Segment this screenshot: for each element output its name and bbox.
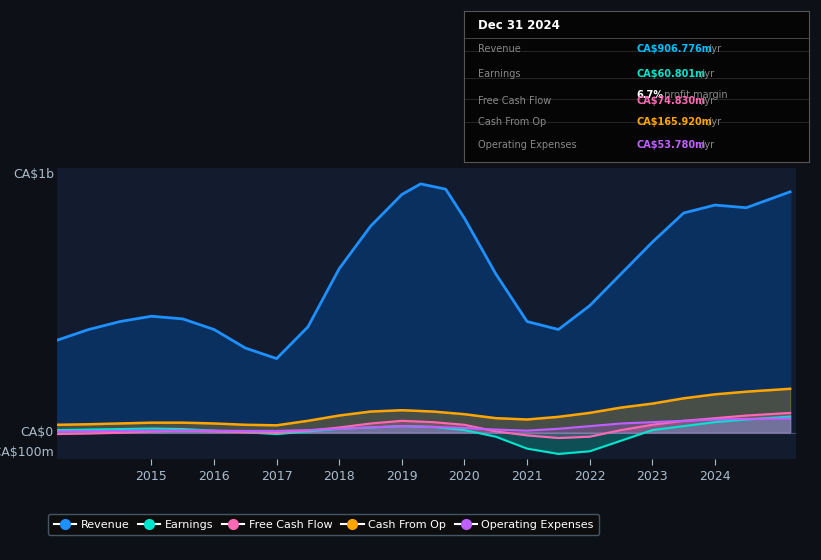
- Text: /yr: /yr: [699, 69, 714, 78]
- Text: Earnings: Earnings: [478, 69, 521, 78]
- Text: /yr: /yr: [704, 44, 721, 54]
- Text: 6.7%: 6.7%: [636, 90, 663, 100]
- Text: /yr: /yr: [704, 117, 721, 127]
- Text: CA$165.920m: CA$165.920m: [636, 117, 712, 127]
- Text: /yr: /yr: [699, 96, 714, 106]
- Text: Cash From Op: Cash From Op: [478, 117, 546, 127]
- Text: Free Cash Flow: Free Cash Flow: [478, 96, 551, 106]
- Text: /yr: /yr: [699, 140, 714, 150]
- Text: CA$0: CA$0: [21, 426, 54, 439]
- Text: Operating Expenses: Operating Expenses: [478, 140, 576, 150]
- Text: profit margin: profit margin: [661, 90, 727, 100]
- Text: CA$53.780m: CA$53.780m: [636, 140, 705, 150]
- Text: Revenue: Revenue: [478, 44, 521, 54]
- Legend: Revenue, Earnings, Free Cash Flow, Cash From Op, Operating Expenses: Revenue, Earnings, Free Cash Flow, Cash …: [48, 514, 599, 535]
- Text: CA$74.830m: CA$74.830m: [636, 96, 705, 106]
- Text: Dec 31 2024: Dec 31 2024: [478, 18, 560, 32]
- Text: CA$906.776m: CA$906.776m: [636, 44, 712, 54]
- Text: CA$60.801m: CA$60.801m: [636, 69, 705, 78]
- Text: -CA$100m: -CA$100m: [0, 446, 54, 459]
- Text: CA$1b: CA$1b: [13, 168, 54, 181]
